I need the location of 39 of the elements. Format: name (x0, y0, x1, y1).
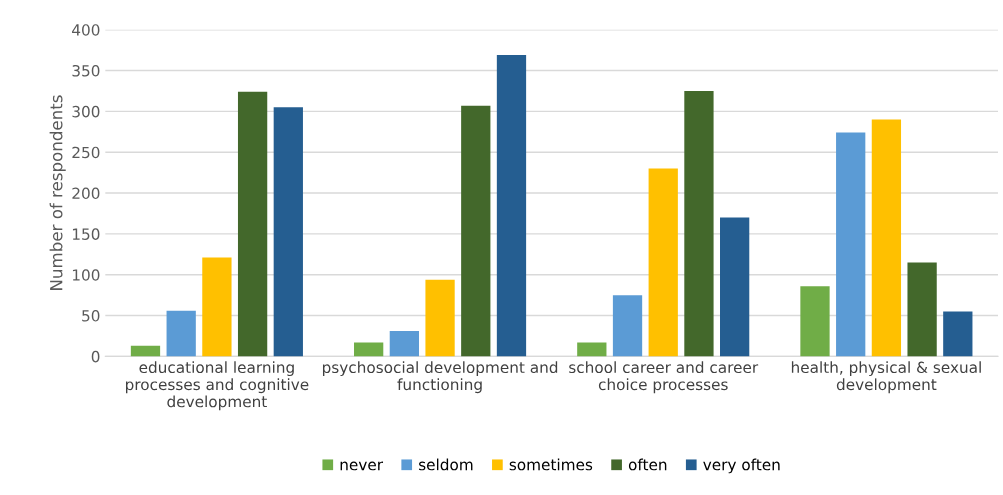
bar (496, 55, 527, 357)
bar (612, 295, 643, 357)
y-tick-label: 400 (72, 24, 100, 36)
bar (354, 342, 384, 357)
legend-label: never (340, 461, 384, 471)
legend-label: seldom (419, 458, 473, 471)
bar (425, 279, 455, 357)
y-tick-label: 350 (72, 65, 100, 77)
bar (800, 286, 830, 357)
bar (577, 342, 607, 357)
bar (202, 257, 232, 357)
bar (836, 132, 866, 357)
bar (166, 310, 196, 357)
y-tick-label: 0 (91, 350, 100, 363)
bar (871, 119, 902, 357)
y-tick-label: 50 (82, 310, 100, 322)
y-tick-label: 200 (72, 187, 100, 200)
bar (389, 331, 419, 357)
legend-label: very often (703, 458, 780, 474)
bar (130, 345, 161, 357)
legend-label: often (628, 458, 667, 471)
x-tick-label: school career and career choice processes (569, 361, 759, 394)
bar (907, 262, 937, 357)
bar (273, 107, 303, 357)
bar (720, 217, 750, 357)
x-tick-label: health, physical & sexual development (791, 361, 981, 394)
y-axis-title: Number of respondents (49, 95, 66, 290)
bar (648, 168, 678, 357)
legend-label: sometimes (509, 458, 593, 471)
x-tick-label: educational learning processes and cognitive development (126, 361, 309, 411)
bar (943, 311, 973, 357)
y-tick-label: 250 (72, 146, 100, 159)
bar (237, 91, 268, 357)
bar (684, 90, 714, 357)
y-tick-label: 300 (72, 105, 100, 118)
x-tick-label: psychosocial development and functioning (322, 361, 558, 394)
y-tick-label: 150 (72, 228, 100, 240)
bar (461, 105, 491, 357)
y-tick-label: 100 (72, 269, 100, 281)
